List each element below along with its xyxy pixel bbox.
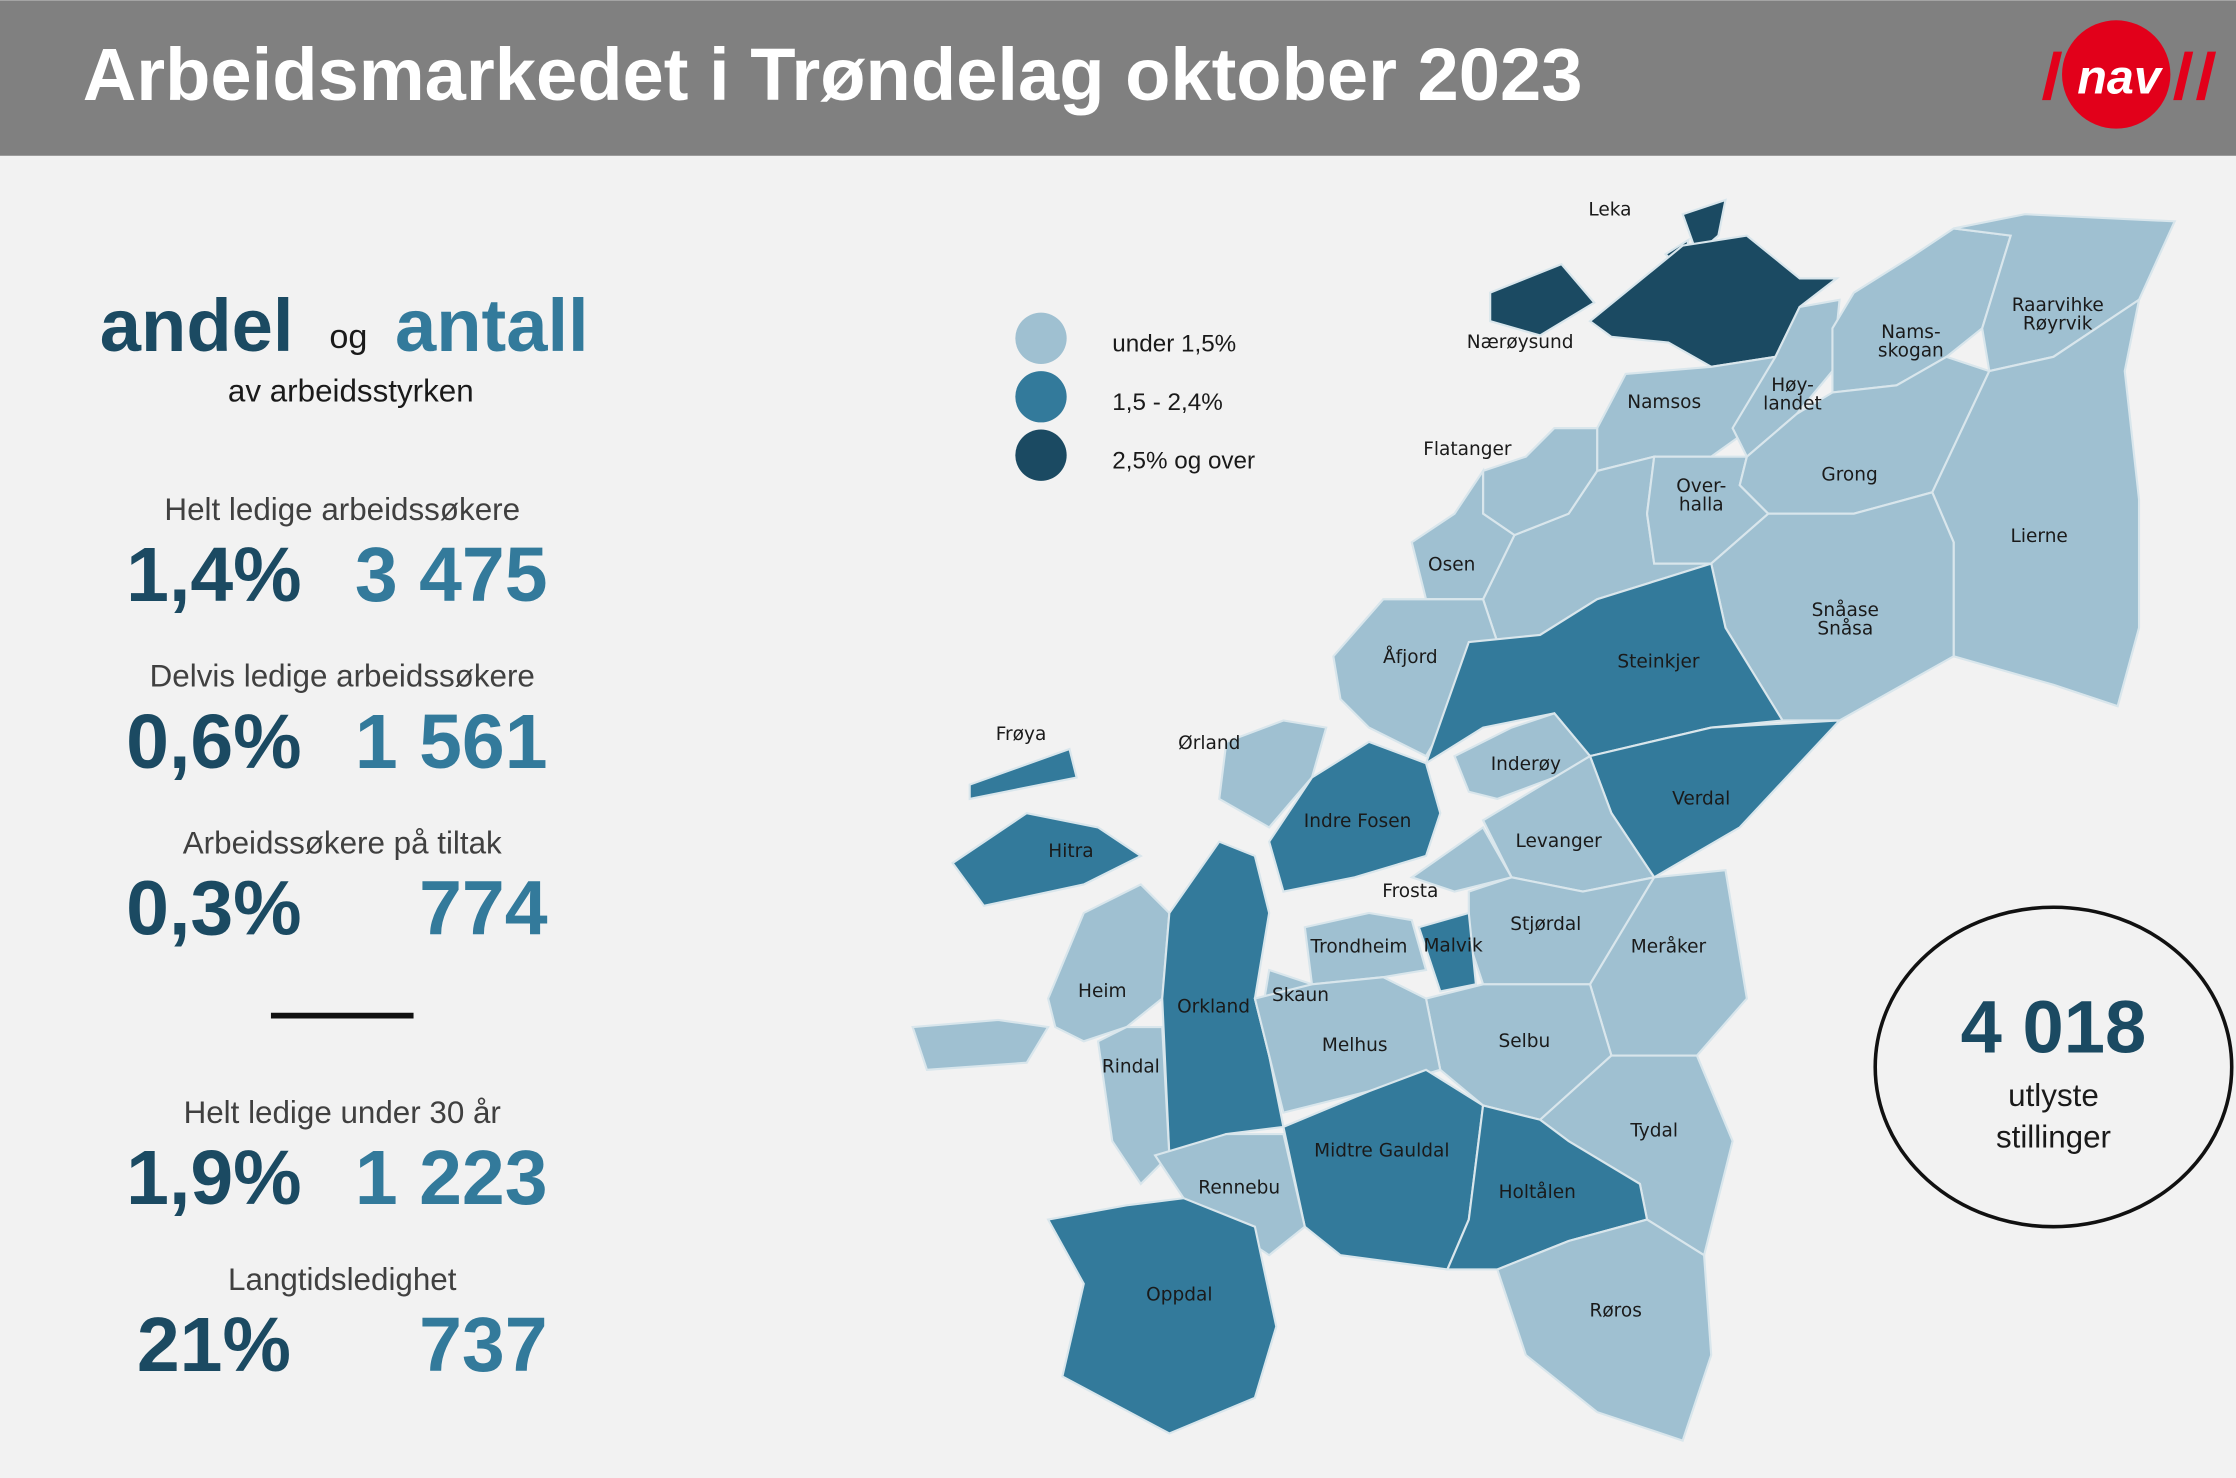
legend-label: 2,5% og over xyxy=(1112,447,1255,474)
stat-share: 1,9% xyxy=(126,1135,302,1221)
municipality xyxy=(911,1018,1050,1071)
municipality xyxy=(1489,262,1596,337)
municipality-label: Røyrvik xyxy=(2023,314,2093,335)
stat-share: 1,4% xyxy=(126,532,302,618)
municipality-label: Røros xyxy=(1589,1300,1641,1321)
stat-label: Delvis ledige arbeidssøkere xyxy=(150,659,535,694)
municipality-label: Høy- xyxy=(1771,375,1814,396)
heading: andel og antall av arbeidsstyrken xyxy=(100,284,589,409)
stat-share: 0,3% xyxy=(126,866,302,952)
municipality-label: Heim xyxy=(1078,981,1127,1002)
page-title: Arbeidsmarkedet i Trøndelag oktober 2023 xyxy=(83,33,1583,116)
vacancies-label: utlyste xyxy=(2008,1078,2099,1113)
municipality xyxy=(968,747,1078,801)
municipality-label: Hitra xyxy=(1048,841,1093,862)
stat-count: 774 xyxy=(419,866,548,952)
heading-part: antall xyxy=(395,284,589,367)
municipality-label: Grong xyxy=(1821,465,1877,486)
municipality-label: landet xyxy=(1763,393,1822,414)
stat-share: 21% xyxy=(137,1302,291,1388)
vacancies-label: stillinger xyxy=(1996,1119,2111,1154)
municipality-label: Inderøy xyxy=(1491,754,1561,775)
municipality-label: Malvik xyxy=(1423,935,1483,956)
municipality-label: Over- xyxy=(1676,476,1726,497)
municipality-label: Nams- xyxy=(1881,322,1941,343)
municipality-label: Indre Fosen xyxy=(1304,811,1412,832)
municipality-label: Skaun xyxy=(1272,985,1329,1006)
municipality-label: Nærøysund xyxy=(1467,332,1574,353)
vacancies: 4 018 utlyste stillinger xyxy=(1873,905,2234,1229)
municipality-label: halla xyxy=(1679,495,1724,516)
municipality-label: Frosta xyxy=(1382,881,1438,902)
municipality-label: Raarvihke xyxy=(2012,295,2104,316)
municipality-label: Rennebu xyxy=(1198,1178,1280,1199)
logo-circle xyxy=(2062,20,2171,129)
municipality xyxy=(1495,1218,1713,1442)
stat-label: Arbeidssøkere på tiltak xyxy=(183,826,502,861)
municipality xyxy=(951,812,1143,908)
municipality-label: Tydal xyxy=(1629,1121,1678,1142)
municipality-label: Melhus xyxy=(1322,1035,1388,1056)
municipality-label: Namsos xyxy=(1627,392,1701,413)
heading-part: andel xyxy=(100,284,294,367)
stat-count: 1 223 xyxy=(355,1135,548,1221)
municipality-label: Trondheim xyxy=(1310,937,1408,958)
logo: nav xyxy=(2042,20,2217,129)
municipality-label: Snåsa xyxy=(1817,617,1873,640)
legend-swatch xyxy=(1015,312,1067,364)
legend-label: 1,5 - 2,4% xyxy=(1112,389,1222,416)
municipality xyxy=(1681,198,1727,256)
stat-label: Helt ledige under 30 år xyxy=(184,1095,501,1130)
municipality-label: Flatanger xyxy=(1423,439,1512,460)
map: Leka Nærøysund Namsos Høy-landet Nams-skogan… xyxy=(911,198,2177,1442)
municipality-label: Steinkjer xyxy=(1617,651,1700,672)
stat-label: Langtidsledighet xyxy=(228,1262,457,1297)
municipality xyxy=(1046,1197,1278,1435)
stat-label: Helt ledige arbeidssøkere xyxy=(164,492,520,527)
municipality-label: Levanger xyxy=(1516,831,1603,852)
municipality-label: Leka xyxy=(1588,199,1631,220)
municipality-label: Oppdal xyxy=(1146,1285,1212,1306)
stat-share: 0,6% xyxy=(126,699,302,785)
municipality-label: Holtålen xyxy=(1499,1180,1576,1203)
municipality xyxy=(1253,976,1442,1114)
subheading: av arbeidsstyrken xyxy=(228,374,474,409)
municipality-label: Snåase xyxy=(1812,598,1879,621)
municipality-label: Åfjord xyxy=(1383,645,1438,668)
municipality-label: Verdal xyxy=(1672,788,1730,809)
vacancies-value: 4 018 xyxy=(1961,986,2147,1069)
municipality-label: skogan xyxy=(1878,341,1944,362)
municipality-label: Stjørdal xyxy=(1510,914,1581,935)
municipality-label: Rindal xyxy=(1102,1056,1160,1077)
header-bar xyxy=(0,0,2236,156)
stat-count: 1 561 xyxy=(355,699,548,785)
municipality-label: Midtre Gauldal xyxy=(1314,1141,1449,1162)
vacancies-circle xyxy=(1873,905,2234,1229)
stat-count: 3 475 xyxy=(355,532,548,618)
stats: Helt ledige arbeidssøkere 1,4% 3 475 Delvis… xyxy=(126,492,548,1388)
legend-swatch xyxy=(1015,371,1067,423)
municipality-label: Selbu xyxy=(1499,1031,1551,1052)
municipality-label: Ørland xyxy=(1178,733,1240,754)
municipality-label: Osen xyxy=(1428,555,1475,576)
legend-label: under 1,5% xyxy=(1112,330,1236,357)
legend-swatch xyxy=(1015,429,1067,481)
stat-count: 737 xyxy=(419,1302,547,1388)
heading-part: og xyxy=(329,318,367,356)
municipality-label: Orkland xyxy=(1177,997,1250,1018)
municipality xyxy=(1267,740,1442,893)
municipality xyxy=(1423,562,1785,766)
municipality xyxy=(1417,911,1478,993)
logo-slashes xyxy=(2042,51,2217,101)
municipality-label: Meråker xyxy=(1631,935,1707,958)
legend: under 1,5% 1,5 - 2,4% 2,5% og over xyxy=(1015,312,1255,481)
municipality-label: Lierne xyxy=(2011,526,2068,547)
logo-text: nav xyxy=(2077,50,2164,104)
municipality-label: Frøya xyxy=(996,724,1047,745)
